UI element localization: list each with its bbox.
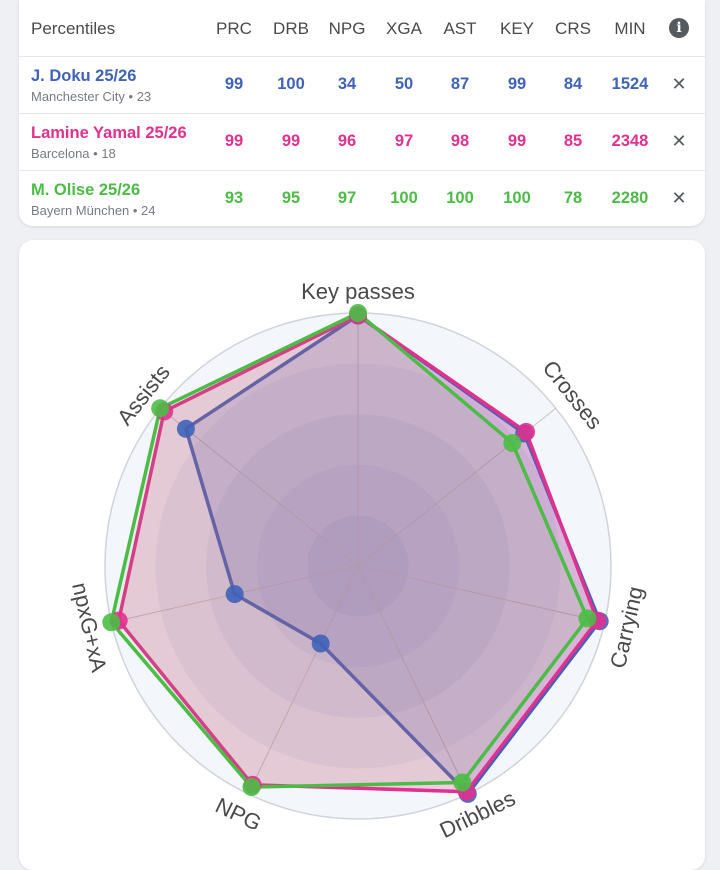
col-header-xga[interactable]: XGA <box>386 19 422 38</box>
value-ast: 100 <box>446 189 474 207</box>
radar-data-point <box>176 419 195 438</box>
value-key: 99 <box>507 75 527 93</box>
radar-chart: Key passesCrossesCarryingDribblesNPGnpxG… <box>67 279 648 843</box>
close-icon[interactable]: ✕ <box>671 188 687 208</box>
value-drb: 100 <box>277 75 305 93</box>
close-icon[interactable]: ✕ <box>671 74 687 94</box>
radar-chart-card: Key passes Crosses Carrying Dribbles NPG npxG… <box>19 240 705 870</box>
value-prc: 93 <box>224 189 244 207</box>
value-drb: 99 <box>281 132 301 150</box>
value-xga: 100 <box>390 189 418 207</box>
player-meta: Bayern München • 24 <box>31 203 156 218</box>
info-icon[interactable]: i <box>669 18 689 38</box>
col-header-crs[interactable]: CRS <box>555 19 591 38</box>
value-min: 1524 <box>611 75 649 93</box>
value-key: 99 <box>507 132 527 150</box>
value-min: 2280 <box>611 189 649 207</box>
player-row-olise[interactable]: M. Olise 25/26 Bayern München • 24 93 95… <box>19 170 705 226</box>
value-key: 100 <box>503 189 531 207</box>
radar-data-point <box>311 634 330 653</box>
radar-data-point <box>349 304 367 322</box>
value-prc: 99 <box>224 75 244 93</box>
table-header: Percentiles PRC DRB NPG XGA AST KEY CRS … <box>19 0 705 56</box>
col-header-ast[interactable]: AST <box>443 19 477 38</box>
player-name: J. Doku 25/26 <box>31 67 137 85</box>
radar-axis-label: Key passes <box>301 279 415 304</box>
value-npg: 96 <box>337 132 357 150</box>
player-name: Lamine Yamal 25/26 <box>31 124 187 142</box>
radar-spoke <box>247 565 359 795</box>
radar-spoke <box>357 565 605 623</box>
value-crs: 85 <box>563 132 583 150</box>
col-header-key[interactable]: KEY <box>499 19 535 38</box>
value-min: 2348 <box>611 132 649 150</box>
radar-series-polygon <box>116 313 600 794</box>
col-header-min[interactable]: MIN <box>614 19 646 38</box>
radar-spoke <box>357 565 469 795</box>
player-name: M. Olise 25/26 <box>31 181 141 199</box>
radar-series-polygon <box>109 311 590 789</box>
player-row-doku[interactable]: J. Doku 25/26 Manchester City • 23 99 10… <box>19 56 705 113</box>
radar-data-point <box>517 422 536 441</box>
radar-data-point <box>578 609 597 628</box>
radar-data-point <box>151 399 170 418</box>
player-meta: Barcelona • 18 <box>31 146 116 161</box>
radar-data-point <box>102 613 121 632</box>
player-row-yamal[interactable]: Lamine Yamal 25/26 Barcelona • 18 99 99 … <box>19 113 705 170</box>
value-npg: 34 <box>337 75 357 93</box>
value-prc: 99 <box>224 132 244 150</box>
percentiles-table: Percentiles PRC DRB NPG XGA AST KEY CRS … <box>19 0 705 226</box>
col-header-drb[interactable]: DRB <box>273 19 309 38</box>
value-drb: 95 <box>281 189 301 207</box>
value-xga: 97 <box>394 132 414 150</box>
value-npg: 97 <box>337 189 357 207</box>
player-meta: Manchester City • 23 <box>31 89 152 104</box>
value-ast: 87 <box>450 75 470 93</box>
value-ast: 98 <box>450 132 470 150</box>
radar-data-point <box>225 585 244 604</box>
radar-data-point <box>503 434 522 452</box>
close-icon[interactable]: ✕ <box>671 131 687 151</box>
radar-data-point <box>242 778 261 797</box>
radar-data-point <box>453 773 472 792</box>
radar-spoke <box>159 407 359 567</box>
value-xga: 50 <box>394 75 414 93</box>
col-header-prc[interactable]: PRC <box>216 19 252 38</box>
table-title: Percentiles <box>31 19 116 38</box>
value-crs: 78 <box>563 189 583 207</box>
radar-axis-label: NPG <box>212 793 266 836</box>
col-header-npg[interactable]: NPG <box>328 19 366 38</box>
value-crs: 84 <box>563 75 583 93</box>
radar-axis-label: Carrying <box>605 584 648 671</box>
